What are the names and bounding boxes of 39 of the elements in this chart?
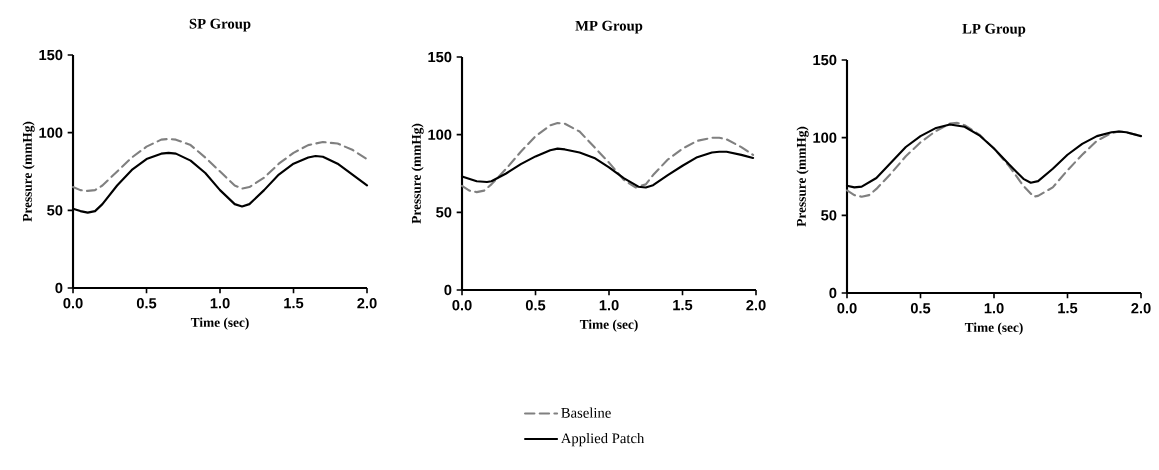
x-tick-label: 2.0 <box>357 298 377 309</box>
y-axis-title: Pressure (mmHg) <box>22 121 35 222</box>
x-tick-label: 0.0 <box>452 300 472 311</box>
y-tick-label: 100 <box>428 129 452 140</box>
x-tick-label: 1.0 <box>599 300 619 311</box>
x-axis-title: Time (sec) <box>190 317 249 330</box>
x-tick-label: 2.0 <box>1131 303 1151 314</box>
y-tick-label: 50 <box>436 207 452 218</box>
x-tick-label: 0.5 <box>136 298 157 309</box>
y-tick-label: 100 <box>813 132 837 143</box>
y-axis-title: Pressure (mmHg) <box>411 123 424 224</box>
x-tick-label: 0.0 <box>63 298 83 309</box>
x-tick-label: 0.5 <box>525 300 546 311</box>
x-tick-label: 0.0 <box>837 303 857 314</box>
y-tick-label: 100 <box>39 127 63 138</box>
x-tick-label: 1.5 <box>1058 303 1078 314</box>
x-tick-label: 2.0 <box>746 300 766 311</box>
y-tick-label: 0 <box>829 287 837 299</box>
x-tick-label: 0.5 <box>910 303 931 314</box>
chart-title: SP Group <box>189 18 251 32</box>
y-tick-label: 150 <box>428 51 452 63</box>
y-axis-title: Pressure (mmHg) <box>796 126 809 227</box>
legend-label: Applied Patch <box>560 432 645 447</box>
y-tick-label: 0 <box>444 284 452 296</box>
x-tick-label: 1.0 <box>984 303 1004 314</box>
x-tick-label: 1.0 <box>210 298 230 309</box>
x-axis-title: Time (sec) <box>579 319 638 332</box>
y-tick-label: 150 <box>813 54 837 66</box>
legend-label: Baseline <box>561 407 611 418</box>
y-tick-label: 50 <box>47 205 63 216</box>
chart-title: MP Group <box>575 20 643 34</box>
y-tick-label: 0 <box>55 282 63 294</box>
line-series <box>460 121 755 194</box>
x-axis-title: Time (sec) <box>964 322 1023 335</box>
chart-title: LP Group <box>962 23 1026 37</box>
y-tick-label: 150 <box>39 49 63 61</box>
y-tick-label: 50 <box>821 210 837 221</box>
x-tick-label: 1.5 <box>284 298 304 309</box>
x-tick-label: 1.5 <box>673 300 693 311</box>
